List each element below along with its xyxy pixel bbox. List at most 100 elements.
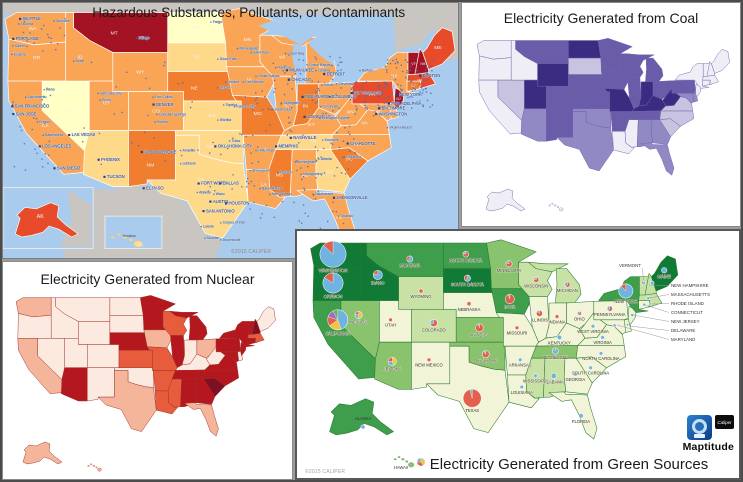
city-marker <box>220 239 222 241</box>
pie-slice <box>416 457 422 463</box>
site-marker <box>254 99 257 101</box>
city-label: Colorado Springs <box>159 112 186 116</box>
city-marker <box>12 45 14 47</box>
city-marker <box>225 202 228 205</box>
site-marker <box>98 132 101 135</box>
site-marker <box>337 74 339 76</box>
site-marker <box>13 166 16 168</box>
site-marker <box>426 79 428 81</box>
site-marker <box>350 83 352 86</box>
site-marker <box>384 97 387 100</box>
city-label: Tacoma <box>21 22 33 26</box>
pie-slice <box>355 311 359 316</box>
state-NJ <box>695 83 702 98</box>
site-marker <box>296 169 298 172</box>
site-marker <box>287 54 290 56</box>
site-marker <box>239 133 241 135</box>
site-marker <box>418 84 420 86</box>
site-marker <box>355 81 358 83</box>
city-marker <box>202 210 205 213</box>
state-abbr-label: KY <box>308 122 315 128</box>
site-marker <box>424 63 426 66</box>
site-marker <box>401 70 404 73</box>
city-marker <box>306 64 308 66</box>
state-name-label: MISSOURI <box>507 331 528 336</box>
site-marker <box>42 50 44 52</box>
copyright-text: ©2015 CALIPER <box>305 469 346 475</box>
state-abbr-label: MO <box>253 111 261 117</box>
state-AK <box>485 188 526 212</box>
state-HI <box>393 458 397 461</box>
city-marker <box>285 69 288 72</box>
city-label: DENVER <box>156 102 174 107</box>
state-abbr-label: PA <box>369 92 376 98</box>
site-marker <box>265 130 267 132</box>
state-name-label: KENTUCKY <box>548 341 571 346</box>
site-marker <box>323 172 326 174</box>
state-abbr-label: TN <box>309 138 316 144</box>
city-marker <box>328 95 332 98</box>
city-label: Eugene <box>14 52 26 56</box>
site-marker <box>55 48 57 51</box>
site-marker <box>34 148 36 150</box>
city-marker <box>255 149 257 152</box>
site-marker <box>318 89 321 92</box>
state-name-label: HAWAII <box>394 465 409 470</box>
city-marker <box>179 163 182 165</box>
pie-chart <box>578 413 584 419</box>
city-label: Orlando <box>340 214 353 218</box>
pie-chart <box>466 301 472 306</box>
city-label: Wichita <box>220 118 232 122</box>
site-marker <box>290 130 293 133</box>
site-marker <box>24 169 27 171</box>
state-abbr-label: WI <box>279 55 285 61</box>
state-abbr-label: OH <box>333 96 341 102</box>
site-marker <box>301 178 303 181</box>
site-marker <box>341 156 344 158</box>
city-label: COLUMBUS <box>332 94 356 99</box>
site-marker <box>400 84 402 87</box>
nuclear-map <box>15 295 276 472</box>
site-marker <box>303 189 306 191</box>
site-marker <box>386 85 388 88</box>
site-marker <box>347 168 350 170</box>
site-marker <box>394 62 397 65</box>
site-marker <box>288 122 290 124</box>
city-label: Spokane <box>56 19 70 23</box>
site-marker <box>383 86 385 89</box>
city-marker <box>152 103 155 106</box>
site-marker <box>366 108 368 110</box>
site-marker <box>272 62 274 65</box>
site-marker <box>153 137 155 139</box>
site-marker <box>349 99 352 101</box>
site-marker <box>41 166 44 168</box>
site-marker <box>33 117 35 119</box>
state-name-label: WEST VIRGINIA <box>577 329 609 334</box>
site-marker <box>47 162 49 165</box>
state-AK <box>329 398 394 436</box>
site-marker <box>44 153 47 155</box>
state-SD <box>568 57 603 75</box>
city-marker <box>284 52 287 55</box>
site-marker <box>274 87 276 90</box>
site-marker <box>381 93 384 95</box>
city-label: EL PASO <box>146 186 164 191</box>
state-name-label: KANSAS <box>471 333 488 338</box>
site-marker <box>250 180 253 183</box>
city-label: Amarillo <box>182 148 195 152</box>
site-marker <box>404 59 407 61</box>
site-marker <box>100 163 102 165</box>
city-marker <box>321 84 323 86</box>
site-marker <box>322 113 324 115</box>
site-marker <box>351 87 353 89</box>
site-marker <box>387 95 390 98</box>
site-marker <box>253 201 255 204</box>
state-abbr-label: HI <box>138 243 143 249</box>
city-marker <box>287 78 290 81</box>
city-marker <box>272 108 274 111</box>
state-HI <box>95 466 98 469</box>
site-marker <box>209 185 211 188</box>
state-AZ <box>61 367 88 402</box>
site-marker <box>383 81 385 83</box>
site-marker <box>273 91 275 93</box>
